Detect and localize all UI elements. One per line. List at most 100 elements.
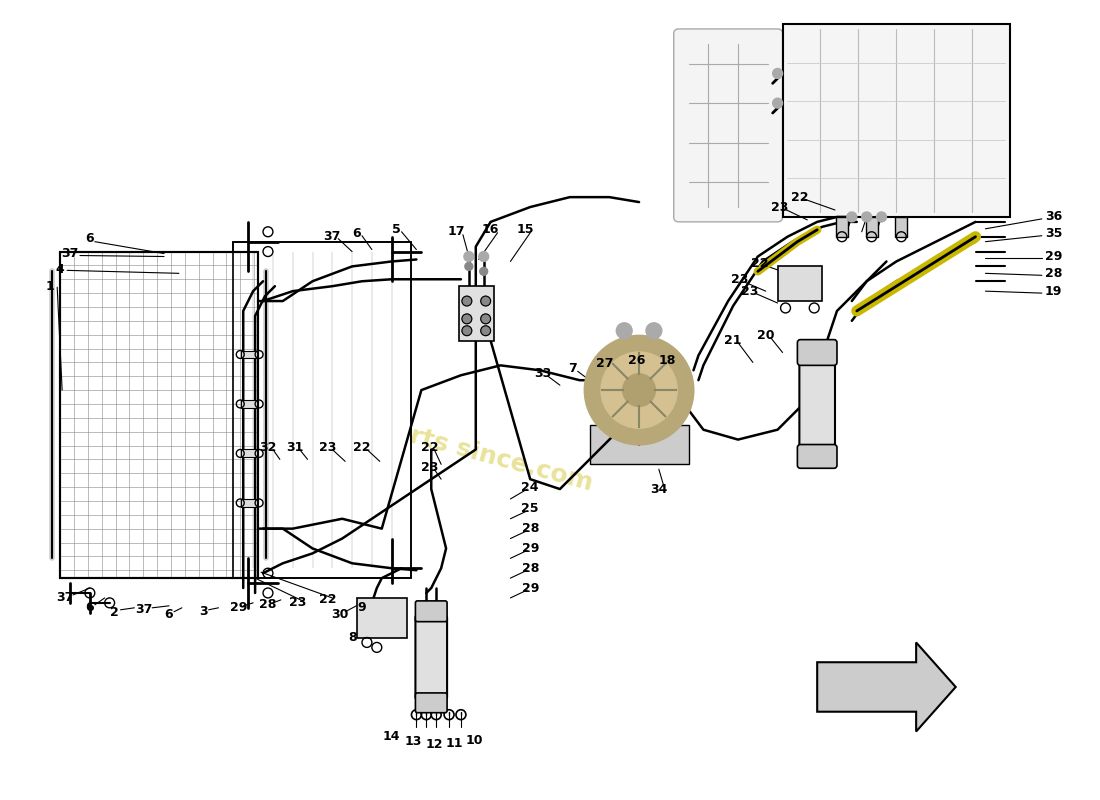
Bar [590, 425, 689, 464]
Circle shape [481, 296, 491, 306]
FancyBboxPatch shape [798, 340, 837, 366]
Circle shape [481, 326, 491, 336]
Circle shape [462, 296, 472, 306]
Text: 23: 23 [741, 285, 759, 298]
Text: 37: 37 [135, 603, 153, 616]
Text: 2: 2 [110, 606, 119, 619]
Text: 28: 28 [260, 598, 277, 611]
Text: 29: 29 [521, 542, 539, 555]
Text: 6: 6 [165, 608, 174, 622]
Text: 28: 28 [1045, 267, 1063, 280]
Circle shape [481, 314, 491, 324]
Text: 23: 23 [289, 596, 306, 610]
Text: 22: 22 [751, 257, 769, 270]
Bar [358, 598, 407, 638]
Text: 25: 25 [521, 502, 539, 515]
Text: 22: 22 [420, 441, 438, 454]
Polygon shape [817, 642, 956, 731]
Text: 28: 28 [521, 522, 539, 535]
Text: 15: 15 [517, 223, 534, 236]
Text: 35: 35 [1045, 227, 1063, 240]
Bar [241, 350, 257, 358]
Bar [782, 24, 1010, 217]
Text: 1: 1 [46, 280, 55, 293]
FancyBboxPatch shape [798, 445, 837, 468]
Circle shape [464, 251, 474, 262]
Text: 29: 29 [1045, 250, 1063, 263]
Circle shape [861, 212, 871, 222]
Text: 23: 23 [771, 201, 789, 214]
Bar [233, 242, 411, 578]
Text: 28: 28 [521, 562, 539, 574]
Circle shape [462, 314, 472, 324]
Bar [241, 450, 257, 458]
Text: a passion for parts since.com: a passion for parts since.com [188, 364, 595, 495]
Text: 13: 13 [405, 735, 422, 748]
Text: 24: 24 [521, 481, 539, 494]
Circle shape [465, 262, 473, 270]
Circle shape [584, 336, 693, 445]
Text: 37: 37 [56, 591, 74, 605]
FancyBboxPatch shape [416, 601, 447, 622]
Text: 36: 36 [1045, 210, 1062, 223]
Bar [836, 217, 848, 237]
FancyBboxPatch shape [416, 614, 447, 700]
Circle shape [623, 374, 656, 406]
Text: 26: 26 [628, 354, 646, 367]
Circle shape [646, 323, 662, 338]
Text: 6: 6 [86, 232, 95, 245]
Text: 8: 8 [348, 631, 356, 644]
Text: 16: 16 [482, 223, 499, 236]
Bar [233, 242, 411, 578]
Text: 23: 23 [319, 441, 336, 454]
Text: 22: 22 [353, 441, 371, 454]
Text: 30: 30 [331, 608, 349, 622]
Circle shape [616, 323, 632, 338]
Bar [895, 217, 908, 237]
Text: 12: 12 [426, 738, 443, 751]
Text: 20: 20 [757, 329, 774, 342]
Circle shape [772, 98, 782, 108]
Text: 11: 11 [446, 737, 463, 750]
Text: 18: 18 [658, 354, 675, 367]
Text: 21: 21 [724, 334, 741, 347]
Text: 22: 22 [319, 594, 337, 606]
FancyBboxPatch shape [416, 693, 447, 713]
Circle shape [601, 352, 678, 428]
Text: 7: 7 [569, 362, 578, 375]
Text: 4: 4 [56, 263, 65, 276]
Text: 5: 5 [393, 223, 402, 236]
Circle shape [480, 267, 487, 275]
Text: 29: 29 [521, 582, 539, 594]
Bar [866, 217, 878, 237]
FancyBboxPatch shape [800, 358, 835, 453]
Text: 37: 37 [323, 230, 341, 243]
Text: 14: 14 [383, 730, 400, 743]
Bar [778, 266, 822, 301]
Text: 31: 31 [286, 441, 304, 454]
Text: 23: 23 [420, 461, 438, 474]
Text: 27: 27 [596, 357, 613, 370]
Text: 17: 17 [448, 226, 464, 238]
Text: 33: 33 [535, 366, 552, 380]
Text: 6: 6 [86, 602, 95, 614]
Text: 3: 3 [199, 606, 208, 618]
Text: 9: 9 [358, 602, 366, 614]
Circle shape [772, 69, 782, 78]
Text: 34: 34 [650, 482, 668, 495]
Text: 10: 10 [466, 734, 484, 747]
Circle shape [847, 212, 857, 222]
FancyBboxPatch shape [673, 29, 782, 222]
Text: 32: 32 [260, 441, 277, 454]
Text: 23: 23 [732, 273, 749, 286]
Text: 6: 6 [353, 227, 361, 240]
Text: 29: 29 [230, 602, 248, 614]
Circle shape [462, 326, 472, 336]
Text: 19: 19 [1045, 285, 1063, 298]
Text: 22: 22 [791, 190, 808, 204]
Bar [241, 499, 257, 507]
Text: 37: 37 [62, 247, 79, 260]
Bar [60, 251, 258, 578]
Bar [459, 286, 494, 341]
Bar [60, 251, 258, 578]
